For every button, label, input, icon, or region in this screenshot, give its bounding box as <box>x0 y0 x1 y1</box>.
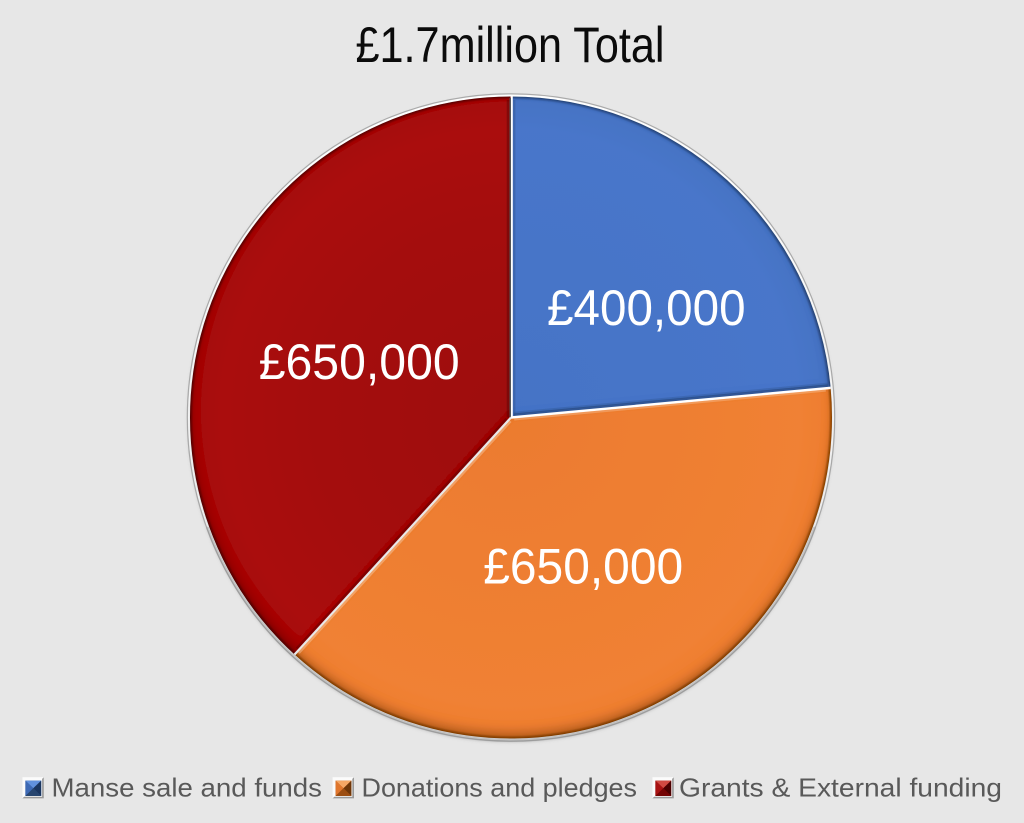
svg-text:£650,000: £650,000 <box>483 538 683 594</box>
svg-text:£400,000: £400,000 <box>547 280 746 336</box>
svg-text:£650,000: £650,000 <box>259 334 460 390</box>
svg-text:Donations and pledges: Donations and pledges <box>362 773 638 803</box>
svg-text:£1.7million Total: £1.7million Total <box>356 17 665 73</box>
svg-text:Grants & External funding: Grants & External funding <box>679 773 1002 803</box>
svg-text:Manse sale and funds: Manse sale and funds <box>52 773 323 803</box>
